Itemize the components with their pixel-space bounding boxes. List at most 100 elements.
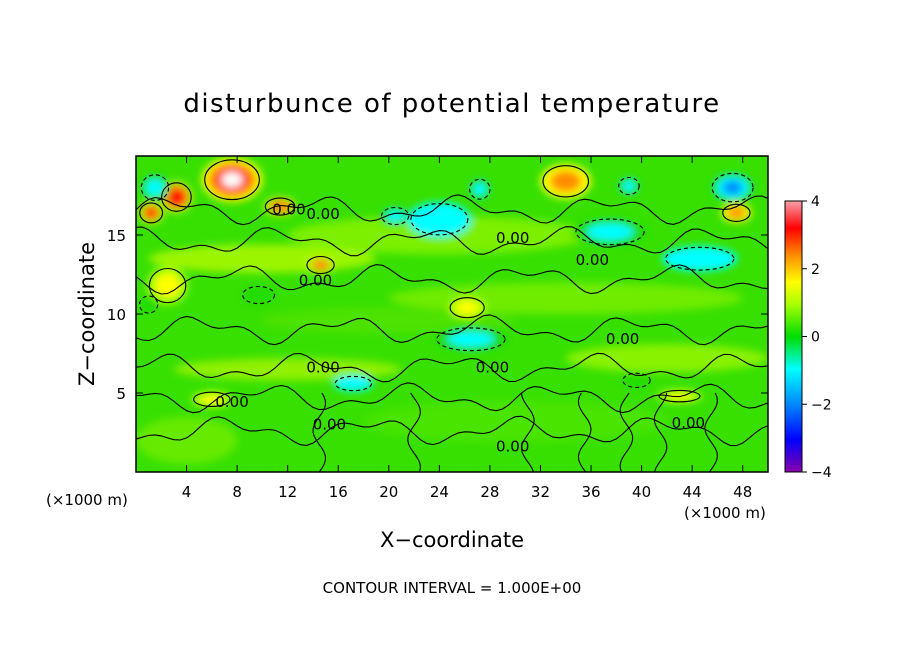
contour-label: 0.00 (272, 200, 305, 218)
anomaly-7-layer-1 (455, 300, 479, 315)
x-ticks: 4 8 12 16 20 24 28 32 36 40 44 48 (182, 156, 752, 501)
contour-interval-footer: CONTOUR INTERVAL = 1.000E+00 (323, 579, 582, 597)
anomaly-23-layer-0 (138, 295, 159, 314)
contour-label: 0.00 (476, 358, 509, 376)
plume-contour-4 (619, 392, 634, 472)
zero-contour-1 (136, 226, 768, 257)
anomaly-21-layer-0 (333, 375, 374, 392)
contour-lines (136, 159, 768, 472)
contour-label: 0.00 (306, 358, 339, 376)
anomaly-15-layer-1 (145, 178, 165, 197)
y-ticks: 5 10 15 (107, 227, 768, 403)
colorbar-ticks: 4 2 0 −2 −4 (802, 194, 832, 481)
plume-contour-5 (653, 392, 668, 472)
contour-4 (542, 165, 590, 198)
anomaly-0-layer-3 (221, 172, 243, 188)
contour-label: 0.00 (496, 229, 529, 247)
contour-label: 0.00 (313, 415, 346, 433)
plume-contour-2 (520, 392, 535, 472)
contour-8 (148, 267, 187, 304)
anomaly-12-layer-1 (385, 210, 405, 222)
x-tick-label: 16 (329, 483, 348, 501)
colorbar-tick-label: 0 (811, 330, 820, 346)
anomaly-6-layer-1 (311, 259, 330, 271)
anomaly-4-layer-1 (550, 170, 582, 192)
contour-7 (449, 297, 485, 319)
contour-label: 0.00 (672, 414, 705, 432)
anomaly-18-layer-1 (447, 331, 495, 348)
anomaly-20-layer-0 (240, 285, 277, 305)
x-tick-label: 28 (480, 483, 499, 501)
x-tick-label: 32 (531, 483, 550, 501)
y-tick-label: 5 (116, 385, 126, 403)
zero-contour-4 (136, 352, 768, 383)
x-tick-label: 24 (430, 483, 449, 501)
x-tick-label: 4 (182, 483, 192, 501)
colorbar-tick-label: −4 (811, 465, 832, 481)
contour-1 (161, 182, 192, 212)
anomaly-19-layer-0 (661, 246, 738, 272)
plume-contour-1 (407, 392, 421, 472)
anomaly-2-layer-2 (145, 207, 157, 218)
contour-2 (139, 202, 164, 224)
contour-10 (193, 391, 231, 407)
anomaly-1-layer-3 (170, 191, 183, 203)
plume-contour-3 (577, 392, 592, 472)
contour-label: 0.00 (215, 393, 248, 411)
anomaly-16-layer-1 (586, 223, 634, 241)
temperature-field (136, 157, 768, 465)
field-band-7 (136, 416, 238, 465)
contour-17 (410, 203, 469, 236)
zero-contour-6 (136, 415, 768, 447)
contour-14 (618, 176, 640, 196)
anomaly-8-layer-1 (155, 273, 181, 298)
contour-16 (575, 218, 645, 246)
anomaly-11-layer-2 (722, 180, 743, 195)
anomaly-10-layer-1 (199, 394, 225, 405)
contour-label: 0.00 (576, 251, 609, 269)
contour-21 (334, 375, 373, 392)
x-tick-label: 44 (683, 483, 702, 501)
x-tick-label: 20 (379, 483, 398, 501)
contour-3 (264, 197, 296, 216)
y-tick-label: 10 (107, 306, 126, 324)
contour-23 (138, 295, 159, 314)
contour-18 (436, 327, 506, 352)
zero-contour-3 (136, 314, 768, 346)
y-axis-label: Z−coordinate (75, 242, 99, 386)
colorbar-tick-label: −2 (811, 397, 832, 413)
field-band-4 (565, 344, 768, 373)
field-band-5 (173, 358, 402, 381)
anomaly-5-layer-1 (727, 207, 746, 219)
field-band-6 (363, 400, 667, 442)
chart-title: disturbunce of potential temperature (183, 89, 720, 119)
contour-0 (204, 159, 260, 201)
anomaly-14-layer-1 (621, 180, 636, 192)
x-axis-label: X−coordinate (380, 528, 524, 552)
contour-11 (711, 172, 754, 203)
colorbar (784, 200, 803, 473)
x-tick-label: 40 (632, 483, 651, 501)
x-tick-label: 48 (733, 483, 752, 501)
contour-19 (665, 246, 735, 271)
x-tick-label: 8 (232, 483, 242, 501)
anomaly-3-layer-2 (272, 202, 288, 211)
x-tick-label: 36 (581, 483, 600, 501)
y-tick-label: 15 (107, 227, 126, 245)
contour-13 (469, 178, 491, 200)
x-unit-right: (×1000 m) (684, 504, 766, 522)
plume-contour-6 (704, 392, 718, 472)
plume-contour-0 (312, 392, 327, 472)
zero-contour-5 (136, 382, 768, 414)
x-tick-label: 12 (278, 483, 297, 501)
contour-6 (306, 255, 335, 275)
contour-15 (140, 174, 170, 201)
x-unit-left: (×1000 m) (46, 491, 128, 509)
zero-contour-0 (136, 194, 768, 226)
contour-9 (658, 389, 701, 403)
colorbar-tick-label: 4 (811, 194, 820, 210)
contour-label: 0.00 (299, 272, 332, 290)
contour-label: 0.00 (306, 205, 339, 223)
contour-22 (622, 372, 651, 389)
